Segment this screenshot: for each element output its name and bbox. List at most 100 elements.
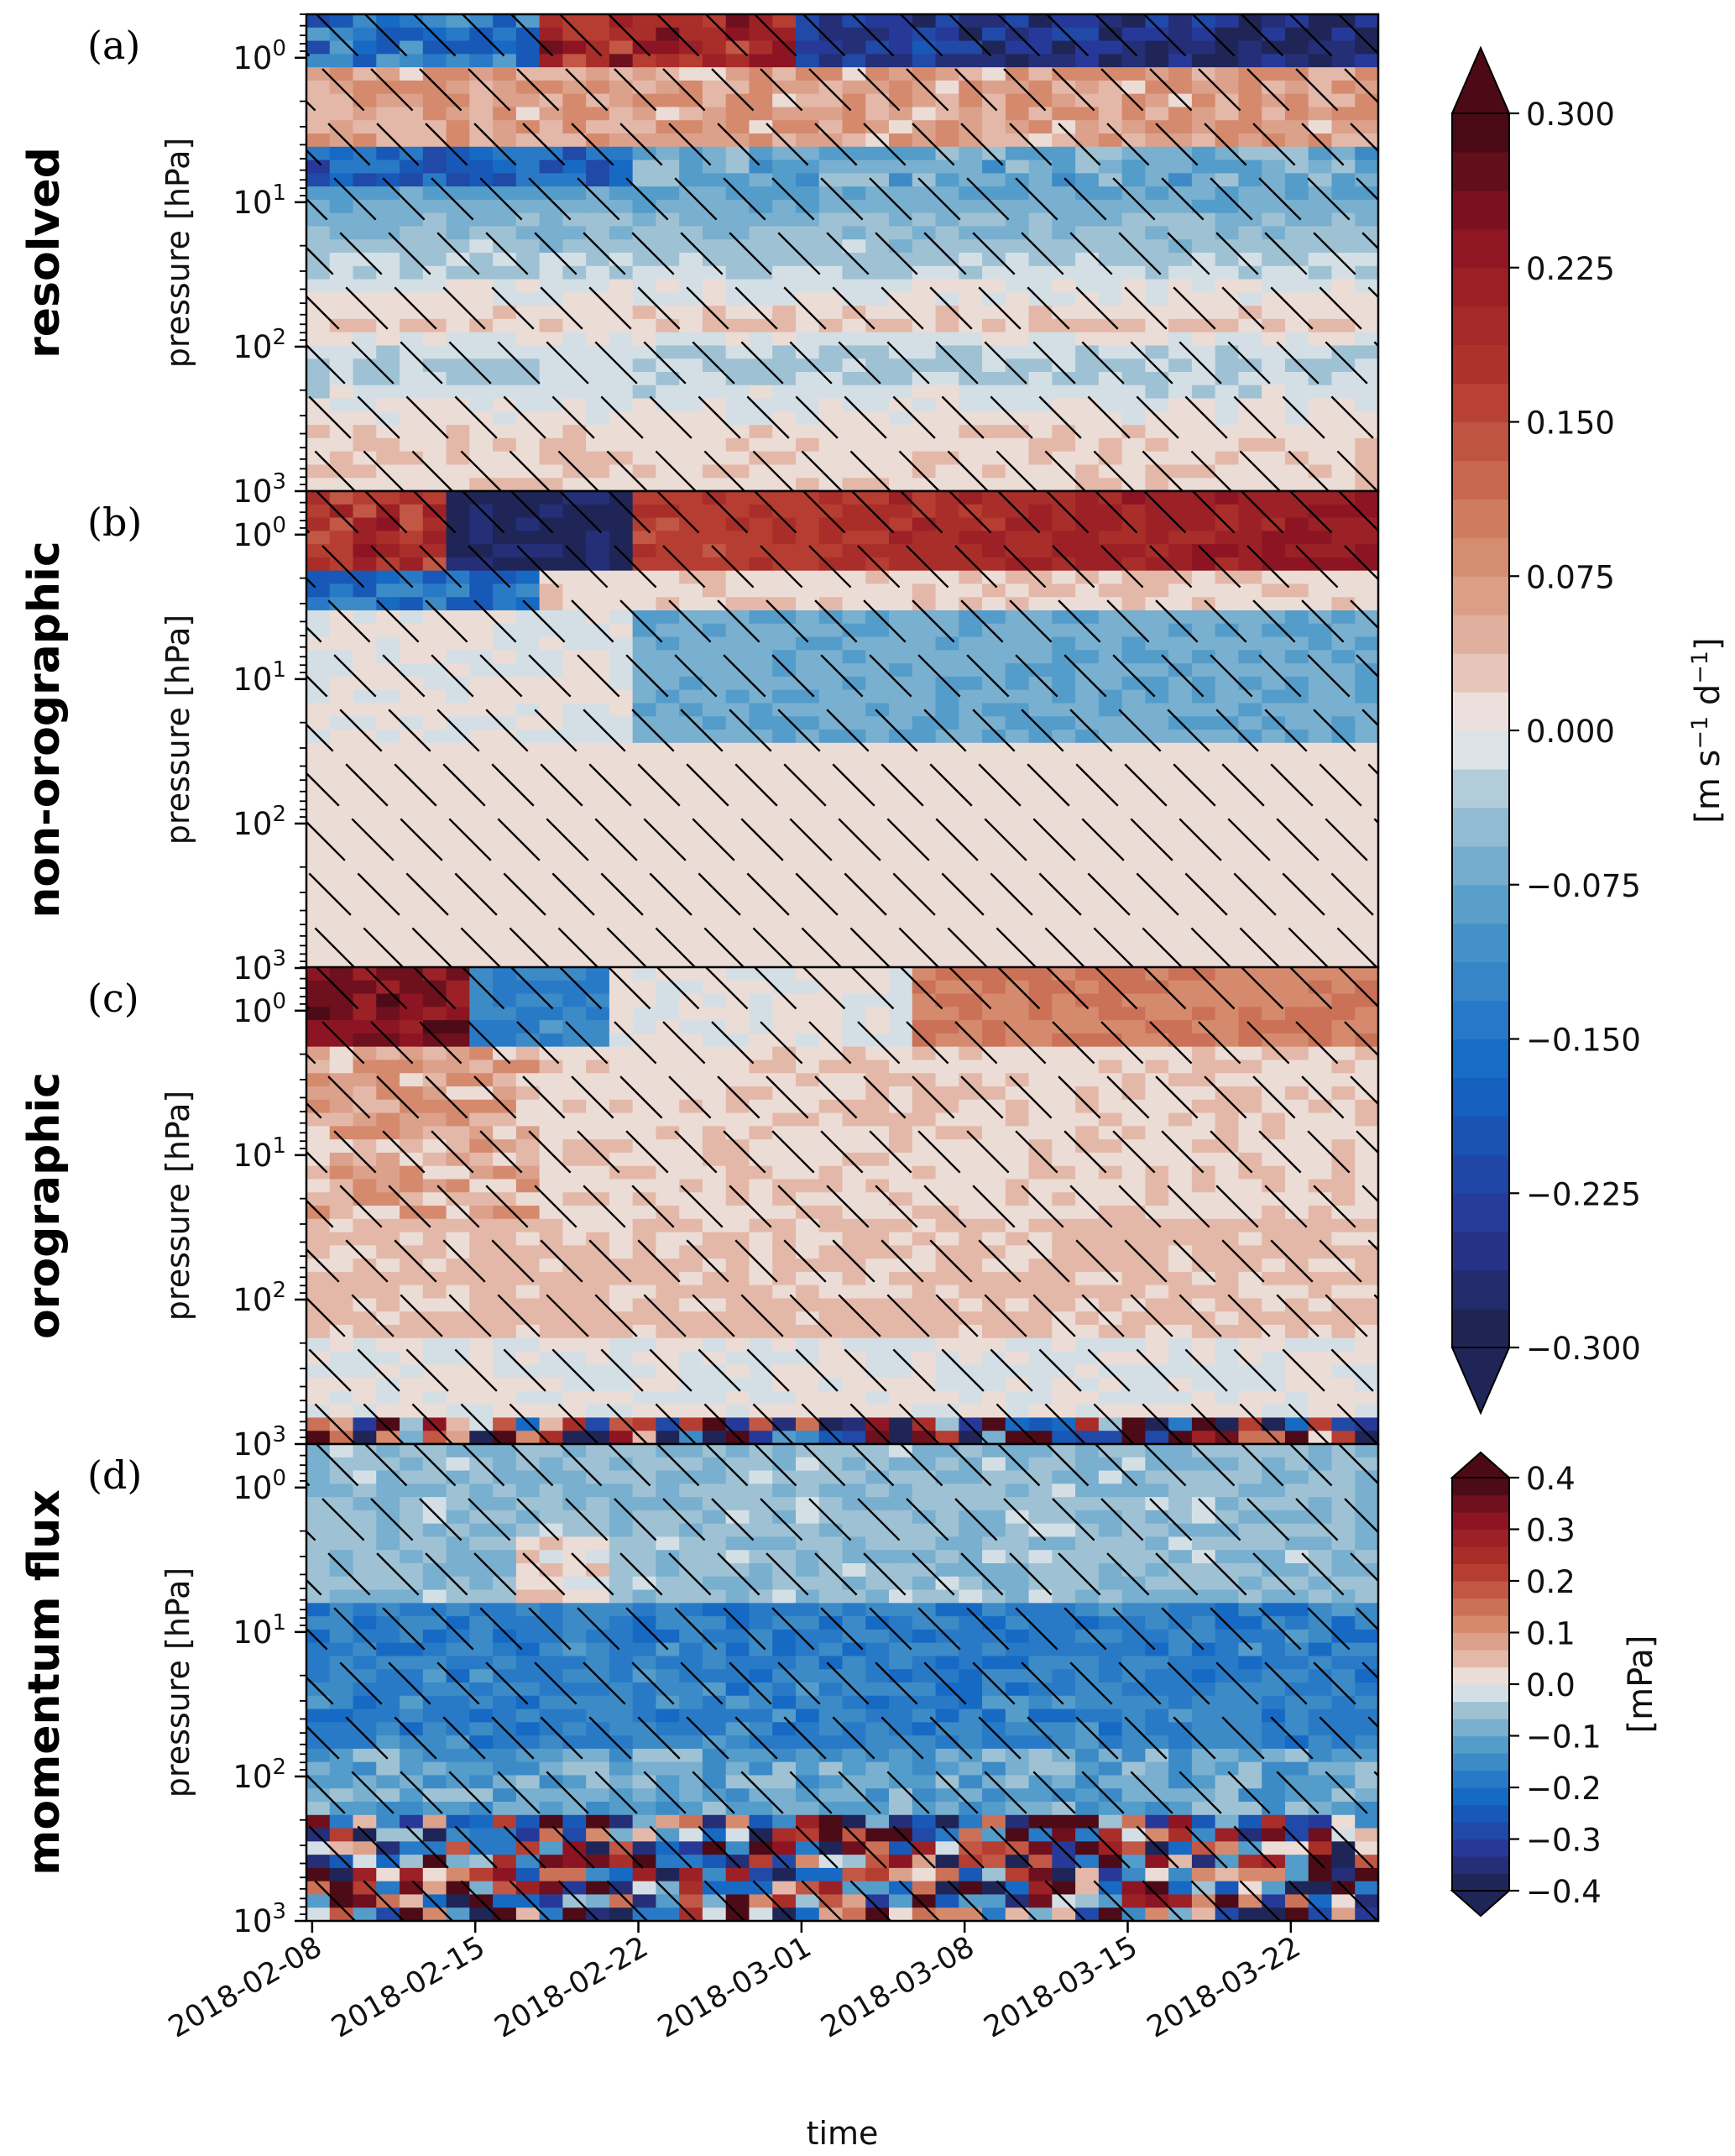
heatmap-cell: [1005, 1046, 1030, 1061]
heatmap-cell: [562, 1271, 587, 1286]
heatmap-cell: [329, 464, 354, 479]
heatmap-cell: [586, 358, 610, 373]
heatmap-cell: [609, 398, 634, 412]
heatmap-cell: [865, 689, 890, 704]
heatmap-cell: [306, 716, 331, 730]
heatmap-cell: [935, 1417, 959, 1431]
heatmap-cell: [586, 372, 610, 386]
heatmap-cell: [493, 808, 517, 824]
heatmap-cell: [515, 40, 541, 55]
heatmap-cell: [562, 822, 587, 836]
heatmap-cell: [679, 345, 703, 359]
heatmap-cell: [935, 478, 959, 491]
heatmap-cell: [865, 531, 890, 545]
heatmap-cell: [1284, 411, 1309, 426]
heatmap-cell: [1075, 1404, 1100, 1419]
heatmap-cell: [1191, 279, 1216, 293]
heatmap-cell: [772, 861, 797, 877]
heatmap-cell: [1191, 742, 1216, 757]
heatmap-cell: [1052, 716, 1076, 730]
heatmap-cell: [1308, 941, 1333, 955]
heatmap-cell: [865, 782, 890, 797]
heatmap-cell: [795, 914, 820, 929]
heatmap-cell: [1355, 437, 1378, 453]
heatmap-cell: [749, 1378, 773, 1392]
heatmap-cell: [842, 478, 866, 491]
heatmap-cell: [772, 1192, 797, 1206]
heatmap-cell: [795, 756, 820, 770]
heatmap-cell: [1005, 1112, 1030, 1127]
heatmap-cell: [562, 398, 587, 412]
heatmap-cell: [702, 292, 727, 306]
heatmap-cell: [1238, 1060, 1262, 1074]
heatmap-cell: [912, 212, 937, 228]
heatmap-cell: [912, 875, 937, 889]
heatmap-cell: [353, 756, 377, 770]
heatmap-cell: [702, 1179, 727, 1193]
heatmap-cell: [469, 80, 494, 95]
heatmap-cell: [889, 1007, 913, 1021]
heatmap-cell: [422, 1351, 447, 1365]
heatmap-cell: [329, 67, 354, 81]
heatmap-cell: [353, 1285, 377, 1300]
heatmap-cell: [1052, 875, 1076, 889]
heatmap-cell: [422, 1298, 447, 1312]
heatmap-cell: [1238, 742, 1262, 757]
heatmap-cell: [982, 849, 1006, 863]
heatmap-cell: [725, 54, 750, 68]
heatmap-cell: [1191, 133, 1216, 148]
heatmap-cell: [935, 186, 959, 201]
heatmap-cell: [632, 1206, 657, 1220]
heatmap-cell: [422, 253, 447, 267]
heatmap-cell: [935, 914, 959, 929]
heatmap-cell: [353, 914, 377, 929]
heatmap-cell: [1028, 1417, 1053, 1431]
heatmap-cell: [842, 1192, 866, 1206]
heatmap-cell: [446, 1364, 470, 1379]
heatmap-cell: [539, 372, 563, 386]
heatmap-cell: [1284, 517, 1309, 531]
heatmap-cell: [1005, 265, 1030, 280]
heatmap-cell: [1121, 1218, 1146, 1233]
heatmap-cell: [1262, 1232, 1286, 1246]
heatmap-cell: [725, 583, 750, 598]
heatmap-cell: [609, 902, 634, 916]
heatmap-cell: [656, 1325, 680, 1339]
heatmap-cell: [446, 1165, 470, 1180]
heatmap-cell: [1028, 1126, 1053, 1140]
heatmap-cell: [353, 1378, 377, 1392]
heatmap-cell: [632, 875, 657, 889]
heatmap-cell: [982, 980, 1006, 995]
heatmap-cell: [586, 861, 610, 877]
heatmap-cell: [586, 451, 610, 466]
heatmap-cell: [702, 1431, 727, 1444]
heatmap-cell: [1262, 928, 1286, 943]
heatmap-cell: [1215, 279, 1240, 293]
heatmap-cell: [749, 1139, 773, 1154]
heatmap-cell: [842, 1165, 866, 1180]
heatmap-cell: [1005, 742, 1030, 757]
heatmap-cell: [865, 411, 890, 426]
heatmap-cell: [329, 742, 354, 757]
heatmap-cell: [562, 1285, 587, 1300]
heatmap-cell: [1145, 531, 1169, 545]
heatmap-cell: [376, 451, 400, 466]
heatmap-cell: [1052, 531, 1076, 545]
heatmap-cell: [656, 597, 680, 611]
heatmap-cell: [725, 730, 750, 744]
heatmap-cell: [422, 742, 447, 757]
heatmap-cell: [586, 663, 610, 678]
heatmap-cell: [982, 67, 1006, 81]
heatmap-cell: [493, 1337, 517, 1353]
heatmap-cell: [842, 1364, 866, 1379]
heatmap-cell: [935, 955, 959, 968]
heatmap-cell: [1168, 782, 1193, 797]
heatmap-cell: [1308, 782, 1333, 797]
heatmap-cell: [1028, 808, 1053, 824]
heatmap-cell: [795, 888, 820, 903]
heatmap-cell: [1238, 437, 1262, 453]
heatmap-cell: [1028, 875, 1053, 889]
heatmap-cell: [702, 332, 727, 347]
heatmap-cell: [818, 1404, 844, 1419]
heatmap-cell: [376, 464, 400, 479]
